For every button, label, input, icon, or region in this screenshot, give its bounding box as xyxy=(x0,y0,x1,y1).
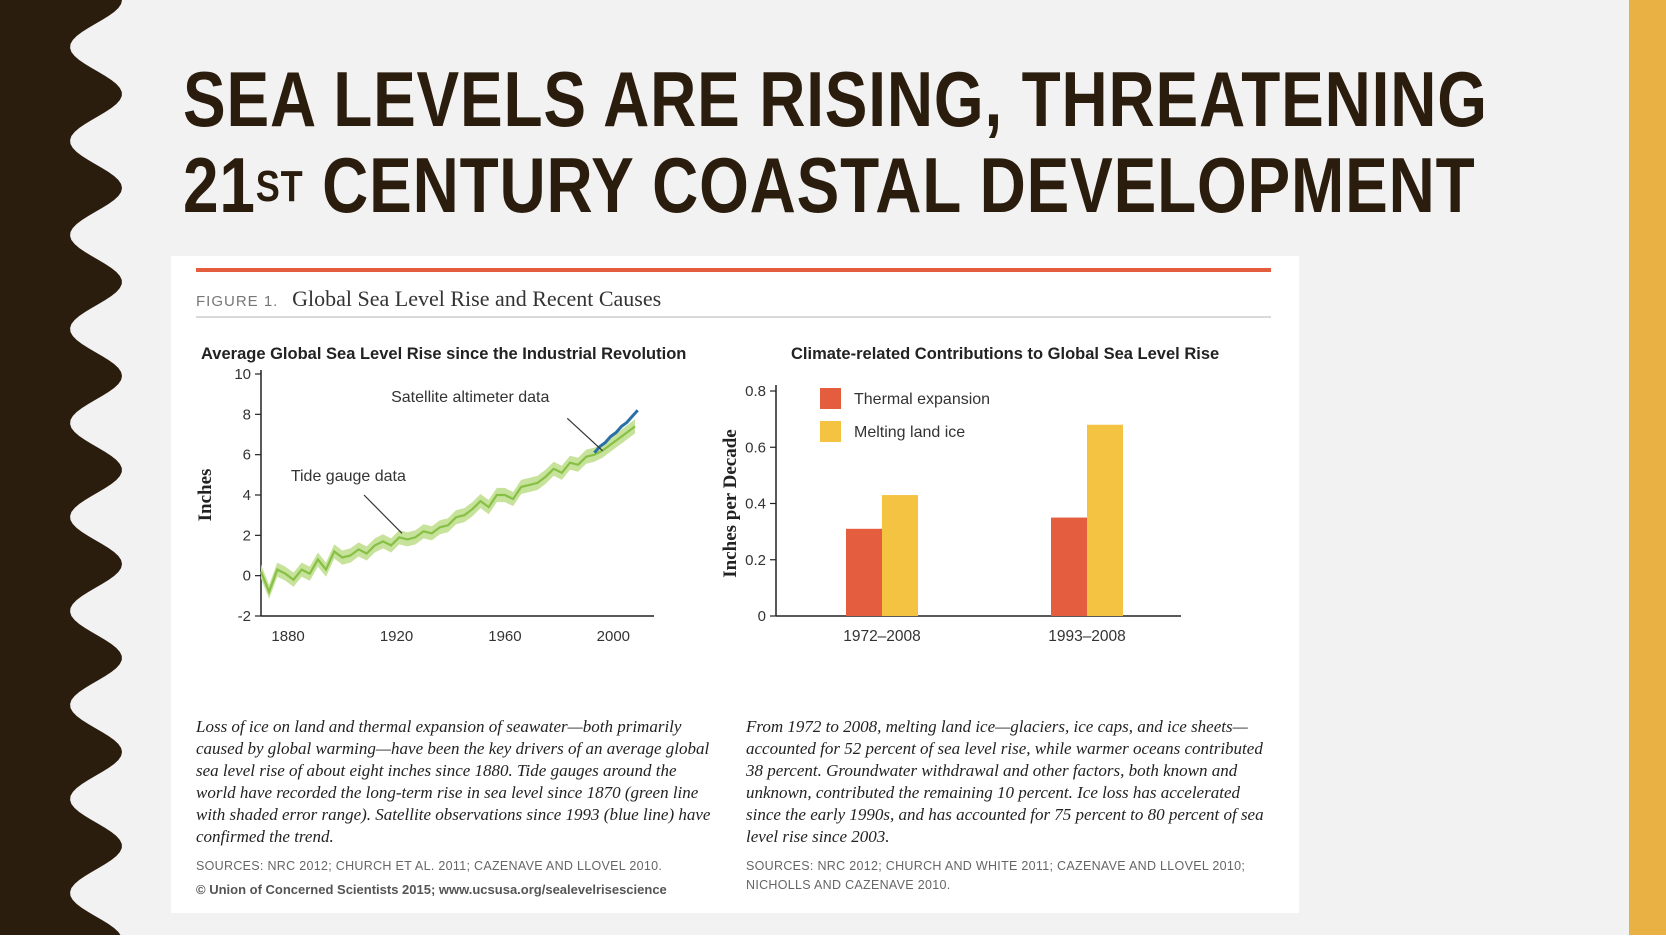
x-tick-label: 1880 xyxy=(271,628,304,645)
y-tick-label: 0 xyxy=(243,568,251,585)
y-tick-label: 4 xyxy=(243,487,251,504)
left-wavy-band xyxy=(0,0,122,940)
legend-swatch xyxy=(820,421,841,442)
y-axis-label: Inches xyxy=(195,469,216,522)
legend-swatch xyxy=(820,388,841,409)
y-tick-label: -2 xyxy=(238,608,251,625)
figure-label: FIGURE 1. xyxy=(196,293,279,310)
left-caption: Loss of ice on land and thermal expansio… xyxy=(196,717,711,846)
legend-label: Melting land ice xyxy=(854,424,965,441)
bar-thermal xyxy=(1051,517,1087,616)
title-line-2-number: 21 xyxy=(183,141,256,229)
x-tick-label: 2000 xyxy=(597,628,630,645)
title-line-1: SEA LEVELS ARE RISING, THREATENING xyxy=(183,55,1488,143)
satellite-annotation: Satellite altimeter data xyxy=(391,389,549,406)
satellite-line xyxy=(593,409,639,454)
figure-image: FIGURE 1. Global Sea Level Rise and Rece… xyxy=(171,256,1299,913)
y-tick-label: 10 xyxy=(234,366,251,383)
figure-heading: FIGURE 1. Global Sea Level Rise and Rece… xyxy=(196,281,661,313)
x-tick-label: 1993–2008 xyxy=(1048,628,1126,645)
y-tick-label: 0 xyxy=(758,608,766,625)
x-tick-label: 1960 xyxy=(488,628,521,645)
sea-level-line-chart: -2 0 2 4 6 8 10 1880 1920 1960 2000 Inches Satellite… xyxy=(195,366,654,645)
tide-annotation: Tide gauge data xyxy=(291,468,406,485)
copyright-link[interactable]: © Union of Concerned Scientists 2015; ww… xyxy=(196,882,667,897)
title-line-2-rest: CENTURY COASTAL DEVELOPMENT xyxy=(303,141,1476,229)
y-axis-label: Inches per Decade xyxy=(720,429,741,577)
left-sources: SOURCES: NRC 2012; CHURCH ET AL. 2011; C… xyxy=(196,859,663,873)
right-sources: SOURCES: NRC 2012; CHURCH AND WHITE 2011… xyxy=(746,859,1246,892)
y-tick-label: 0.6 xyxy=(745,439,766,456)
bar-ice xyxy=(882,495,918,616)
y-tick-label: 0.4 xyxy=(745,496,766,513)
figure-top-rule xyxy=(196,268,1271,272)
tide-gauge-error-band xyxy=(261,419,635,599)
bottom-divider xyxy=(0,935,1666,940)
x-tick-label: 1972–2008 xyxy=(843,628,921,645)
legend-label: Thermal expansion xyxy=(854,391,990,408)
slide-title: SEA LEVELS ARE RISING, THREATENING 21ST … xyxy=(183,56,1487,229)
y-tick-label: 0.8 xyxy=(745,383,766,400)
figure-heading-divider xyxy=(196,316,1271,318)
title-line-2-ordinal: ST xyxy=(255,162,304,211)
wavy-edge-shape xyxy=(0,0,122,940)
tide-gauge-line xyxy=(259,425,636,595)
satellite-annotation-pointer xyxy=(566,417,603,452)
y-tick-label: 8 xyxy=(243,406,251,423)
right-accent-band xyxy=(1629,0,1666,940)
figure-title: Global Sea Level Rise and Recent Causes xyxy=(292,286,662,311)
bar-thermal xyxy=(846,528,882,616)
line-chart-title: Average Global Sea Level Rise since the … xyxy=(201,345,687,363)
bar-ice xyxy=(1087,424,1123,616)
bar-chart-title: Climate-related Contributions to Global … xyxy=(791,345,1220,363)
contributions-bar-chart: 0 0.2 0.4 0.6 0.8 Inches per Decade 1972–2008 1… xyxy=(720,383,1181,645)
x-tick-label: 1920 xyxy=(380,628,413,645)
y-tick-label: 2 xyxy=(243,527,251,544)
tide-annotation-pointer xyxy=(363,494,403,534)
right-caption: From 1972 to 2008, melting land ice—glac… xyxy=(746,717,1264,846)
y-tick-label: 0.2 xyxy=(745,552,766,569)
y-tick-label: 6 xyxy=(243,447,251,464)
